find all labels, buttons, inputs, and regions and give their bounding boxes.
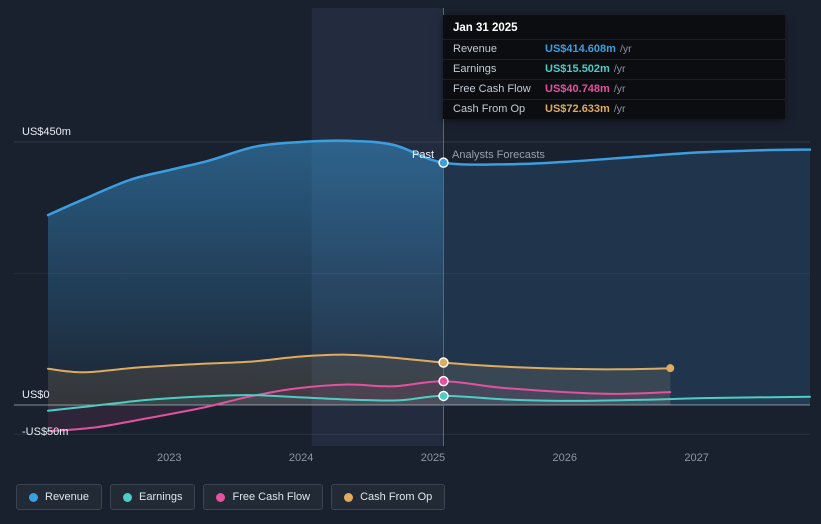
tooltip-suffix: /yr <box>613 103 626 115</box>
tooltip-value: US$414.608m <box>545 43 616 55</box>
y-axis-label: US$0 <box>22 389 50 401</box>
tooltip-value: US$72.633m <box>545 103 610 115</box>
area-past-revenue <box>48 140 444 405</box>
divider-marker-cash-from-op[interactable] <box>438 357 449 368</box>
revenue-swatch-icon <box>29 492 38 502</box>
area-past-earnings <box>48 395 444 411</box>
past-label: Past <box>411 149 434 161</box>
endpoint-dot-cash-from-op <box>666 364 675 373</box>
legend-item-cash-from-op[interactable]: Cash From Op <box>331 484 446 510</box>
y-axis-label: US$450m <box>22 126 71 138</box>
x-axis-label: 2023 <box>157 452 181 464</box>
legend-item-revenue[interactable]: Revenue <box>16 484 103 510</box>
x-axis-label: 2026 <box>553 452 577 464</box>
x-axis-label: 2025 <box>421 452 445 464</box>
tooltip-suffix: /yr <box>613 83 626 95</box>
divider-marker-earnings[interactable] <box>438 390 449 402</box>
tooltip-row-free-cash-flow: Free Cash Flow US$40.748m /yr <box>443 79 785 99</box>
area-forecast-revenue <box>443 149 810 405</box>
tooltip-suffix: /yr <box>619 43 632 55</box>
tooltip-value: US$40.748m <box>545 83 610 95</box>
earnings-swatch-icon <box>123 492 133 502</box>
tooltip-row-revenue: Revenue US$414.608m /yr <box>443 39 785 59</box>
tooltip-date: Jan 31 2025 <box>453 22 518 34</box>
tooltip-row-earnings: Earnings US$15.502m /yr <box>443 59 785 79</box>
legend-label: Earnings <box>139 491 183 503</box>
legend-item-earnings[interactable]: Earnings <box>110 484 196 510</box>
tooltip-label: Free Cash Flow <box>453 83 531 95</box>
tooltip-suffix: /yr <box>613 63 626 75</box>
legend-item-free-cash-flow[interactable]: Free Cash Flow <box>203 484 324 510</box>
series-line-cash-from-op <box>47 353 672 374</box>
legend-label: Revenue <box>45 491 90 503</box>
tooltip-label: Earnings <box>453 63 497 75</box>
cash-from-op-swatch-icon <box>344 492 354 502</box>
y-axis-label: -US$50m <box>22 426 69 439</box>
free-cash-flow-swatch-icon <box>216 492 226 502</box>
series-line-revenue <box>46 139 812 217</box>
divider-marker-revenue[interactable] <box>438 157 449 168</box>
x-axis-label: 2024 <box>289 452 313 464</box>
x-axis-label: 2027 <box>684 452 708 464</box>
legend-label: Free Cash Flow <box>232 491 311 503</box>
tooltip: Jan 31 2025 Revenue US$414.608m /yr Earn… <box>443 15 785 119</box>
tooltip-value: US$15.502m <box>545 63 610 75</box>
analysts-forecasts-label: Analysts Forecasts <box>452 149 545 161</box>
area-past-free-cash-flow <box>48 381 444 432</box>
tooltip-label: Cash From Op <box>453 103 526 115</box>
series-line-earnings <box>47 394 811 412</box>
divider-marker-free-cash-flow[interactable] <box>438 375 449 387</box>
timeseries-chart[interactable]: 2023 2024 2025 2026 2027 <box>0 0 821 470</box>
tooltip-row-cash-from-op: Cash From Op US$72.633m /yr <box>443 99 785 119</box>
series-line-free-cash-flow <box>47 380 672 433</box>
legend: Revenue Earnings Free Cash Flow Cash Fro… <box>16 484 446 510</box>
legend-label: Cash From Op <box>360 491 433 503</box>
tooltip-label: Revenue <box>453 43 498 55</box>
